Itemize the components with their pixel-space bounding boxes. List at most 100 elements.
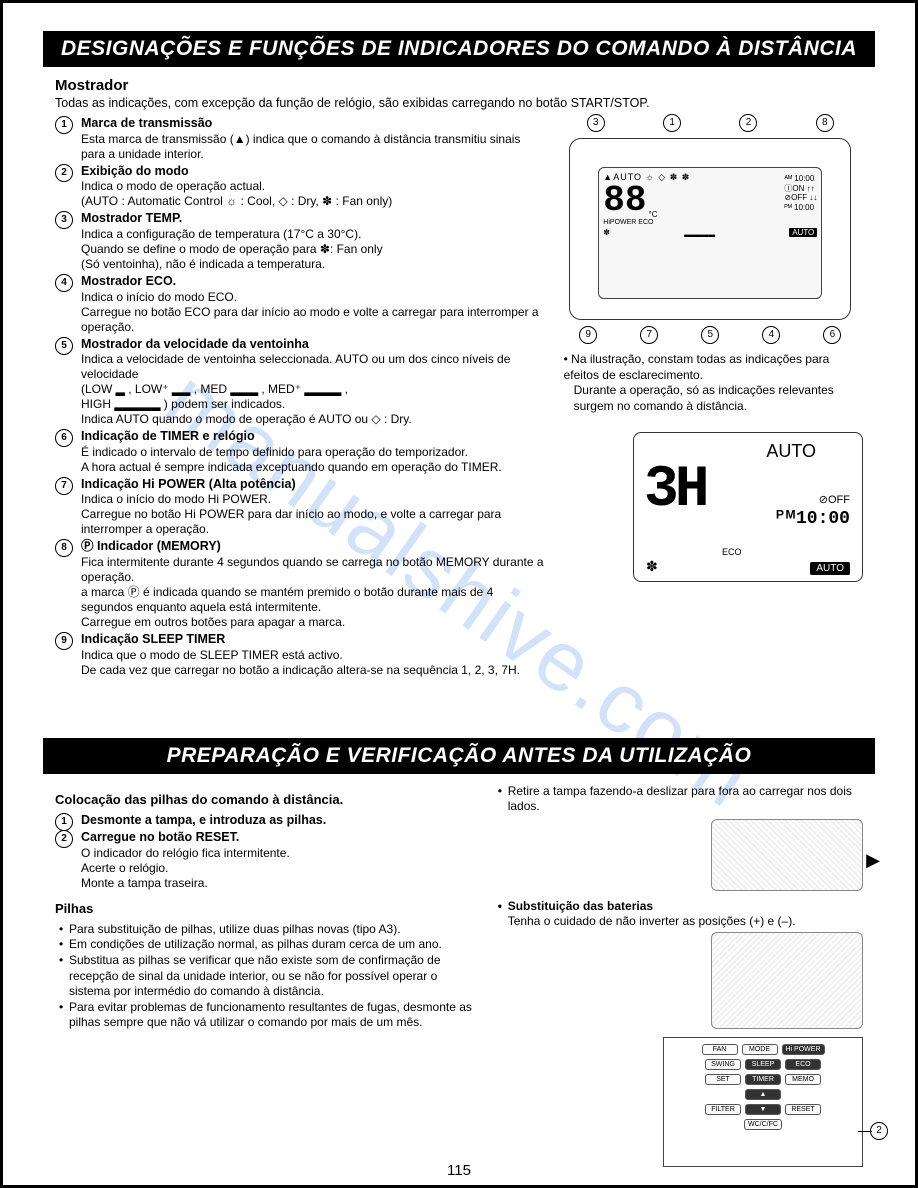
indicator-item: 8 Ⓟ Indicador (MEMORY)Fica intermitente d…: [55, 539, 544, 630]
remote-button: RESET: [785, 1104, 821, 1115]
item-body: É indicado o intervalo de tempo definido…: [81, 445, 544, 475]
illustration-caption: Na ilustração, constam todas as indicaçõ…: [558, 352, 863, 414]
step-number: 1: [55, 813, 73, 831]
item-number: 2: [55, 164, 73, 182]
battery-note: Para substituição de pilhas, utilize dua…: [59, 922, 480, 938]
item-body: Indica o início do modo Hi POWER. Carreg…: [81, 492, 544, 537]
indicator-item: 3 Mostrador TEMP.Indica a configuração de…: [55, 211, 544, 272]
item-title: Indicação SLEEP TIMER: [81, 632, 544, 648]
item-body: Indica o início do modo ECO. Carregue no…: [81, 290, 544, 335]
callouts-top: 3 1 2 8: [558, 114, 863, 132]
lcd-temp: 88: [603, 183, 646, 219]
remote-button: FILTER: [705, 1104, 741, 1115]
indicator-list: 1 Marca de transmissãoEsta marca de trans…: [55, 116, 544, 678]
section1-header: DESIGNAÇÕES E FUNÇÕES DE INDICADORES DO …: [43, 31, 875, 67]
item-title: Mostrador da velocidade da ventoinha: [81, 337, 544, 353]
indicator-item: 2 Exibição do modoIndica o modo de operaç…: [55, 164, 544, 210]
section-preparation: PREPARAÇÃO E VERIFICAÇÃO ANTES DA UTILIZ…: [43, 738, 875, 1168]
step-body: O indicador do relógio fica intermitente…: [81, 846, 480, 891]
item-title: Indicação de TIMER e relógio: [81, 429, 544, 445]
remote-button: FAN: [702, 1044, 738, 1055]
remote-illustration-1: ▶: [711, 819, 863, 891]
prep-step: 1 Desmonte a tampa, e introduza as pilhas…: [55, 813, 480, 829]
right-bullets: Retire a tampa fazendo-a deslizar para f…: [498, 784, 863, 815]
item-title: Ⓟ Indicador (MEMORY): [81, 539, 544, 555]
callout-number: 3: [587, 114, 605, 132]
callout-number: 5: [701, 326, 719, 344]
intro-text: Todas as indicações, com excepção da fun…: [55, 96, 863, 110]
item-body: Indica o modo de operação actual. (AUTO …: [81, 179, 544, 209]
prep-step: 2Carregue no botão RESET.O indicador do …: [55, 830, 480, 891]
remote-button: SWING: [705, 1059, 741, 1070]
callout-number: 1: [663, 114, 681, 132]
callout-number: 6: [823, 326, 841, 344]
item-number: 7: [55, 477, 73, 495]
page-number: 115: [3, 1162, 915, 1179]
lcd-hipower-eco: HiPOWER ECO: [603, 219, 817, 226]
step-number: 2: [55, 830, 73, 848]
example-time: ᴾᴹ10:00: [774, 509, 850, 529]
indicator-item: 9 Indicação SLEEP TIMERIndica que o modo …: [55, 632, 544, 678]
battery-replace-title: Substituição das baterias: [498, 899, 863, 915]
lcd-auto-badge: AUTO: [789, 228, 817, 237]
item-number: 9: [55, 632, 73, 650]
example-fan-icon: ✽: [646, 558, 658, 575]
lcd-time-top: ᴬᴹ 10:00: [784, 174, 817, 184]
item-body: Indica a velocidade de ventoinha selecci…: [81, 352, 544, 427]
callout-number: 9: [579, 326, 597, 344]
callout-number: 4: [762, 326, 780, 344]
example-eco: ECO: [722, 547, 742, 557]
section2-header: PREPARAÇÃO E VERIFICAÇÃO ANTES DA UTILIZ…: [43, 738, 875, 774]
example-display: AUTO 3H ⊘OFF ᴾᴹ10:00 ECO ✽ AUTO: [633, 432, 863, 582]
example-auto-badge: AUTO: [810, 562, 850, 575]
remote-button: ECO: [785, 1059, 821, 1070]
batteries-notes: Para substituição de pilhas, utilize dua…: [59, 922, 480, 1031]
section-designations: DESIGNAÇÕES E FUNÇÕES DE INDICADORES DO …: [43, 31, 875, 680]
lcd-diagram: ▲AUTO ☼ ◇ ✽ ✽ 88 °C ᴬᴹ 10:00 ⒾON ↑↑ ⊘OFF…: [569, 138, 851, 320]
step-title: Desmonte a tampa, e introduza as pilhas.: [81, 813, 480, 829]
item-title: Mostrador ECO.: [81, 274, 544, 290]
example-off: ⊘OFF: [819, 493, 850, 506]
indicator-item: 7 Indicação Hi POWER (Alta potência)Indic…: [55, 477, 544, 538]
item-title: Indicação Hi POWER (Alta potência): [81, 477, 544, 493]
item-body: Indica que o modo de SLEEP TIMER está ac…: [81, 648, 544, 678]
item-body: Esta marca de transmissão (▲) indica que…: [81, 132, 544, 162]
remote-button: SET: [705, 1074, 741, 1085]
item-number: 5: [55, 337, 73, 355]
page: manualshive.com DESIGNAÇÕES E FUNÇÕES DE…: [0, 0, 918, 1188]
battery-note: Em condições de utilização normal, as pi…: [59, 937, 480, 953]
item-title: Mostrador TEMP.: [81, 211, 544, 227]
lcd-off: ⊘OFF ↓↓: [784, 193, 817, 203]
callout-number: 2: [739, 114, 757, 132]
item-number: 3: [55, 211, 73, 229]
callout-number: 8: [816, 114, 834, 132]
caption-line1: Na ilustração, constam todas as indicaçõ…: [564, 352, 863, 383]
indicator-item: 4Mostrador ECO.Indica o início do modo E…: [55, 274, 544, 335]
callout-number: 7: [640, 326, 658, 344]
item-title: Marca de transmissão: [81, 116, 544, 132]
battery-note: Para evitar problemas de funcionamento r…: [59, 1000, 480, 1031]
remote-button: MEMO: [785, 1074, 821, 1085]
remote-button: MODE: [742, 1044, 778, 1055]
remote-button: WC/C/FC: [744, 1119, 782, 1130]
remote-button-panel: FANMODEHi POWER SWINGSLEEPECO SETTIMERME…: [663, 1037, 863, 1167]
item-number: 8: [55, 539, 73, 557]
remote-button: Hi POWER: [782, 1044, 825, 1055]
polarity-note: Tenha o cuidado de não inverter as posiç…: [494, 914, 863, 928]
lcd-bars: ▂▂▂▂▂: [684, 228, 715, 237]
remote-button: TIMER: [745, 1074, 781, 1085]
remote-button: ▲: [745, 1089, 781, 1100]
remote-illustration-2: [711, 932, 863, 1029]
indicator-item: 6 Indicação de TIMER e relógioÉ indicado …: [55, 429, 544, 475]
mostrador-title: Mostrador: [55, 77, 863, 94]
pilhas-title: Pilhas: [55, 901, 480, 916]
item-body: Indica a configuração de temperatura (17…: [81, 227, 544, 272]
panel-callout-2: 2: [870, 1122, 888, 1140]
remove-cover-note: Retire a tampa fazendo-a deslizar para f…: [498, 784, 863, 815]
item-title: Exibição do modo: [81, 164, 544, 180]
item-number: 1: [55, 116, 73, 134]
battery-note: Substitua as pilhas se verificar que não…: [59, 953, 480, 1000]
item-body: Fica intermitente durante 4 segundos qua…: [81, 555, 544, 630]
item-number: 6: [55, 429, 73, 447]
battery-placement-title: Colocação das pilhas do comando à distân…: [55, 792, 480, 807]
